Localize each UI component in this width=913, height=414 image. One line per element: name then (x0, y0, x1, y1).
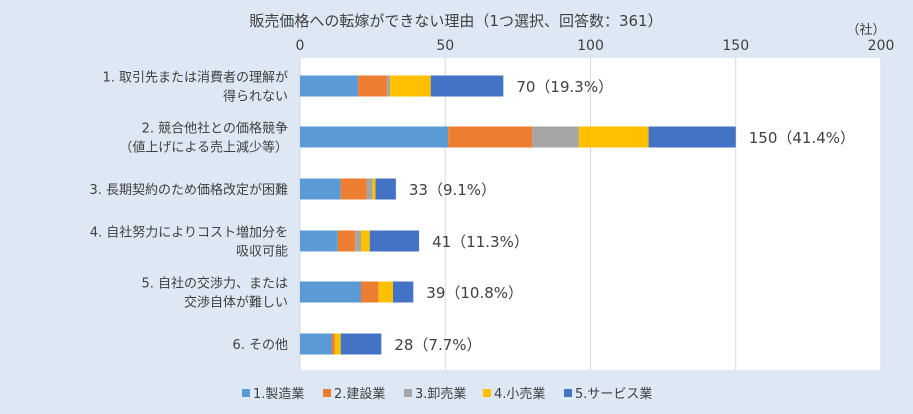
category-label: 1. 取引先または消費者の理解が (102, 71, 288, 86)
legend-label: 2.建設業 (334, 386, 385, 402)
bar-segment (300, 230, 338, 252)
legend: 1.製造業 2.建設業 3.卸売業 4.小売業 5.サービス業 (242, 386, 652, 402)
bar-segment (387, 75, 391, 97)
bar-segment (430, 75, 504, 97)
data-label: 28（7.7%） (394, 336, 481, 354)
bar-segment (340, 178, 367, 200)
category-label: 交渉自体が難しい (184, 295, 288, 311)
bar-segment (392, 281, 414, 303)
legend-label: 5.サービス業 (575, 386, 652, 402)
legend-swatch (323, 389, 331, 397)
legend-label: 3.卸売業 (415, 386, 466, 402)
bar-segment (358, 75, 388, 97)
legend-swatch (242, 389, 250, 397)
data-label: 33（9.1%） (409, 181, 496, 199)
bar-segment (375, 178, 396, 200)
bar-segment (578, 126, 649, 148)
data-label: 41（11.3%） (432, 233, 529, 251)
bar-segment (532, 126, 579, 148)
bar-segment (300, 333, 332, 355)
category-label: 5. 自社の交渉力、または (141, 276, 288, 292)
data-label: 39（10.8%） (426, 284, 523, 302)
chart-title: 販売価格への転嫁ができない理由（1つ選択、回答数：361） (249, 12, 662, 30)
bar-segment (448, 126, 533, 148)
bar-segment (300, 75, 359, 97)
bar-segment (300, 281, 362, 303)
category-label: 4. 自社努力によりコスト増加分を (90, 225, 288, 241)
legend-swatch (483, 389, 491, 397)
category-label: 3. 長期契約のため価格改定が困難 (89, 182, 288, 198)
gridlines (299, 58, 882, 370)
bar-segment (300, 126, 449, 148)
bar-segment (340, 333, 382, 355)
legend-label: 1.製造業 (253, 386, 304, 402)
bar-segment (648, 126, 736, 148)
bar-segment (300, 178, 341, 200)
bar-segment (390, 75, 431, 97)
x-tick-label: 200 (868, 38, 895, 54)
bar-segment (378, 281, 393, 303)
bar-segment (355, 230, 362, 252)
bar-segment (361, 281, 379, 303)
data-labels: 70（19.3%） 150（41.4%） 33（9.1%） 41（11.3%） 39（1… (394, 78, 855, 354)
legend-swatch (404, 389, 412, 397)
x-tick-label: 50 (436, 38, 454, 54)
bar-segment (366, 178, 373, 200)
legend-swatch (564, 389, 572, 397)
bar-segment (334, 333, 341, 355)
bar-segment (361, 230, 370, 252)
bar-segment (337, 230, 356, 252)
x-tick-label: 150 (722, 38, 749, 54)
bar-segment (372, 178, 376, 200)
category-label: 6. その他 (232, 338, 288, 353)
unit-label: （社） (846, 22, 885, 38)
category-label: 得られない (223, 89, 288, 105)
bar-segment (369, 230, 420, 252)
x-axis-ticks: 0 50 100 150 200 (296, 38, 895, 54)
data-label: 150（41.4%） (749, 129, 855, 147)
x-tick-label: 0 (296, 38, 305, 54)
category-label: 吸収可能 (236, 245, 288, 260)
category-label: （値上げによる売上減少等） (119, 140, 288, 156)
x-tick-label: 100 (577, 38, 604, 54)
category-label: 2. 競合他社との価格競争 (142, 121, 288, 137)
bars (300, 75, 736, 355)
data-label: 70（19.3%） (516, 78, 613, 96)
bar-segment (331, 333, 335, 355)
legend-label: 4.小売業 (494, 386, 545, 402)
